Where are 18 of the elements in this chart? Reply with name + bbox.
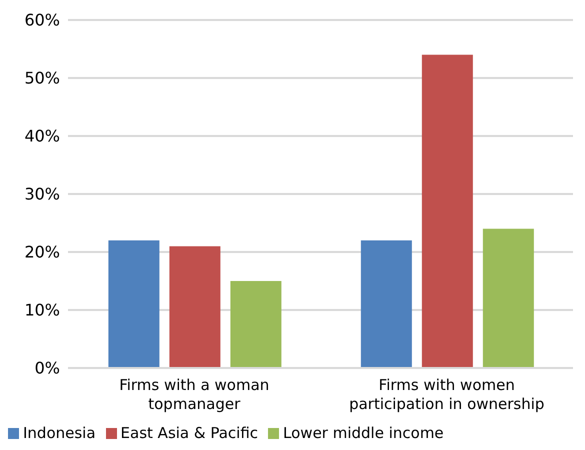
bar: [422, 54, 473, 368]
x-tick-label: Firms with a woman topmanager: [119, 376, 270, 413]
bar: [482, 228, 534, 368]
y-tick-label: 10%: [24, 300, 60, 320]
y-tick-label: 60%: [24, 10, 60, 30]
y-tick-label: 50%: [24, 68, 60, 88]
y-tick-label: 30%: [24, 184, 60, 204]
bar: [360, 240, 412, 368]
legend-label: Lower middle income: [283, 424, 444, 442]
y-tick-label: 40%: [24, 126, 60, 146]
bar: [230, 281, 282, 368]
legend-label: East Asia & Pacific: [120, 424, 258, 442]
bar: [169, 246, 220, 368]
y-tick-label: 20%: [24, 242, 60, 262]
x-tick-label: Firms with women participation in ownership: [349, 376, 544, 413]
y-tick-label: 0%: [34, 358, 60, 378]
legend-label: Indonesia: [23, 424, 96, 442]
bar: [108, 240, 160, 368]
